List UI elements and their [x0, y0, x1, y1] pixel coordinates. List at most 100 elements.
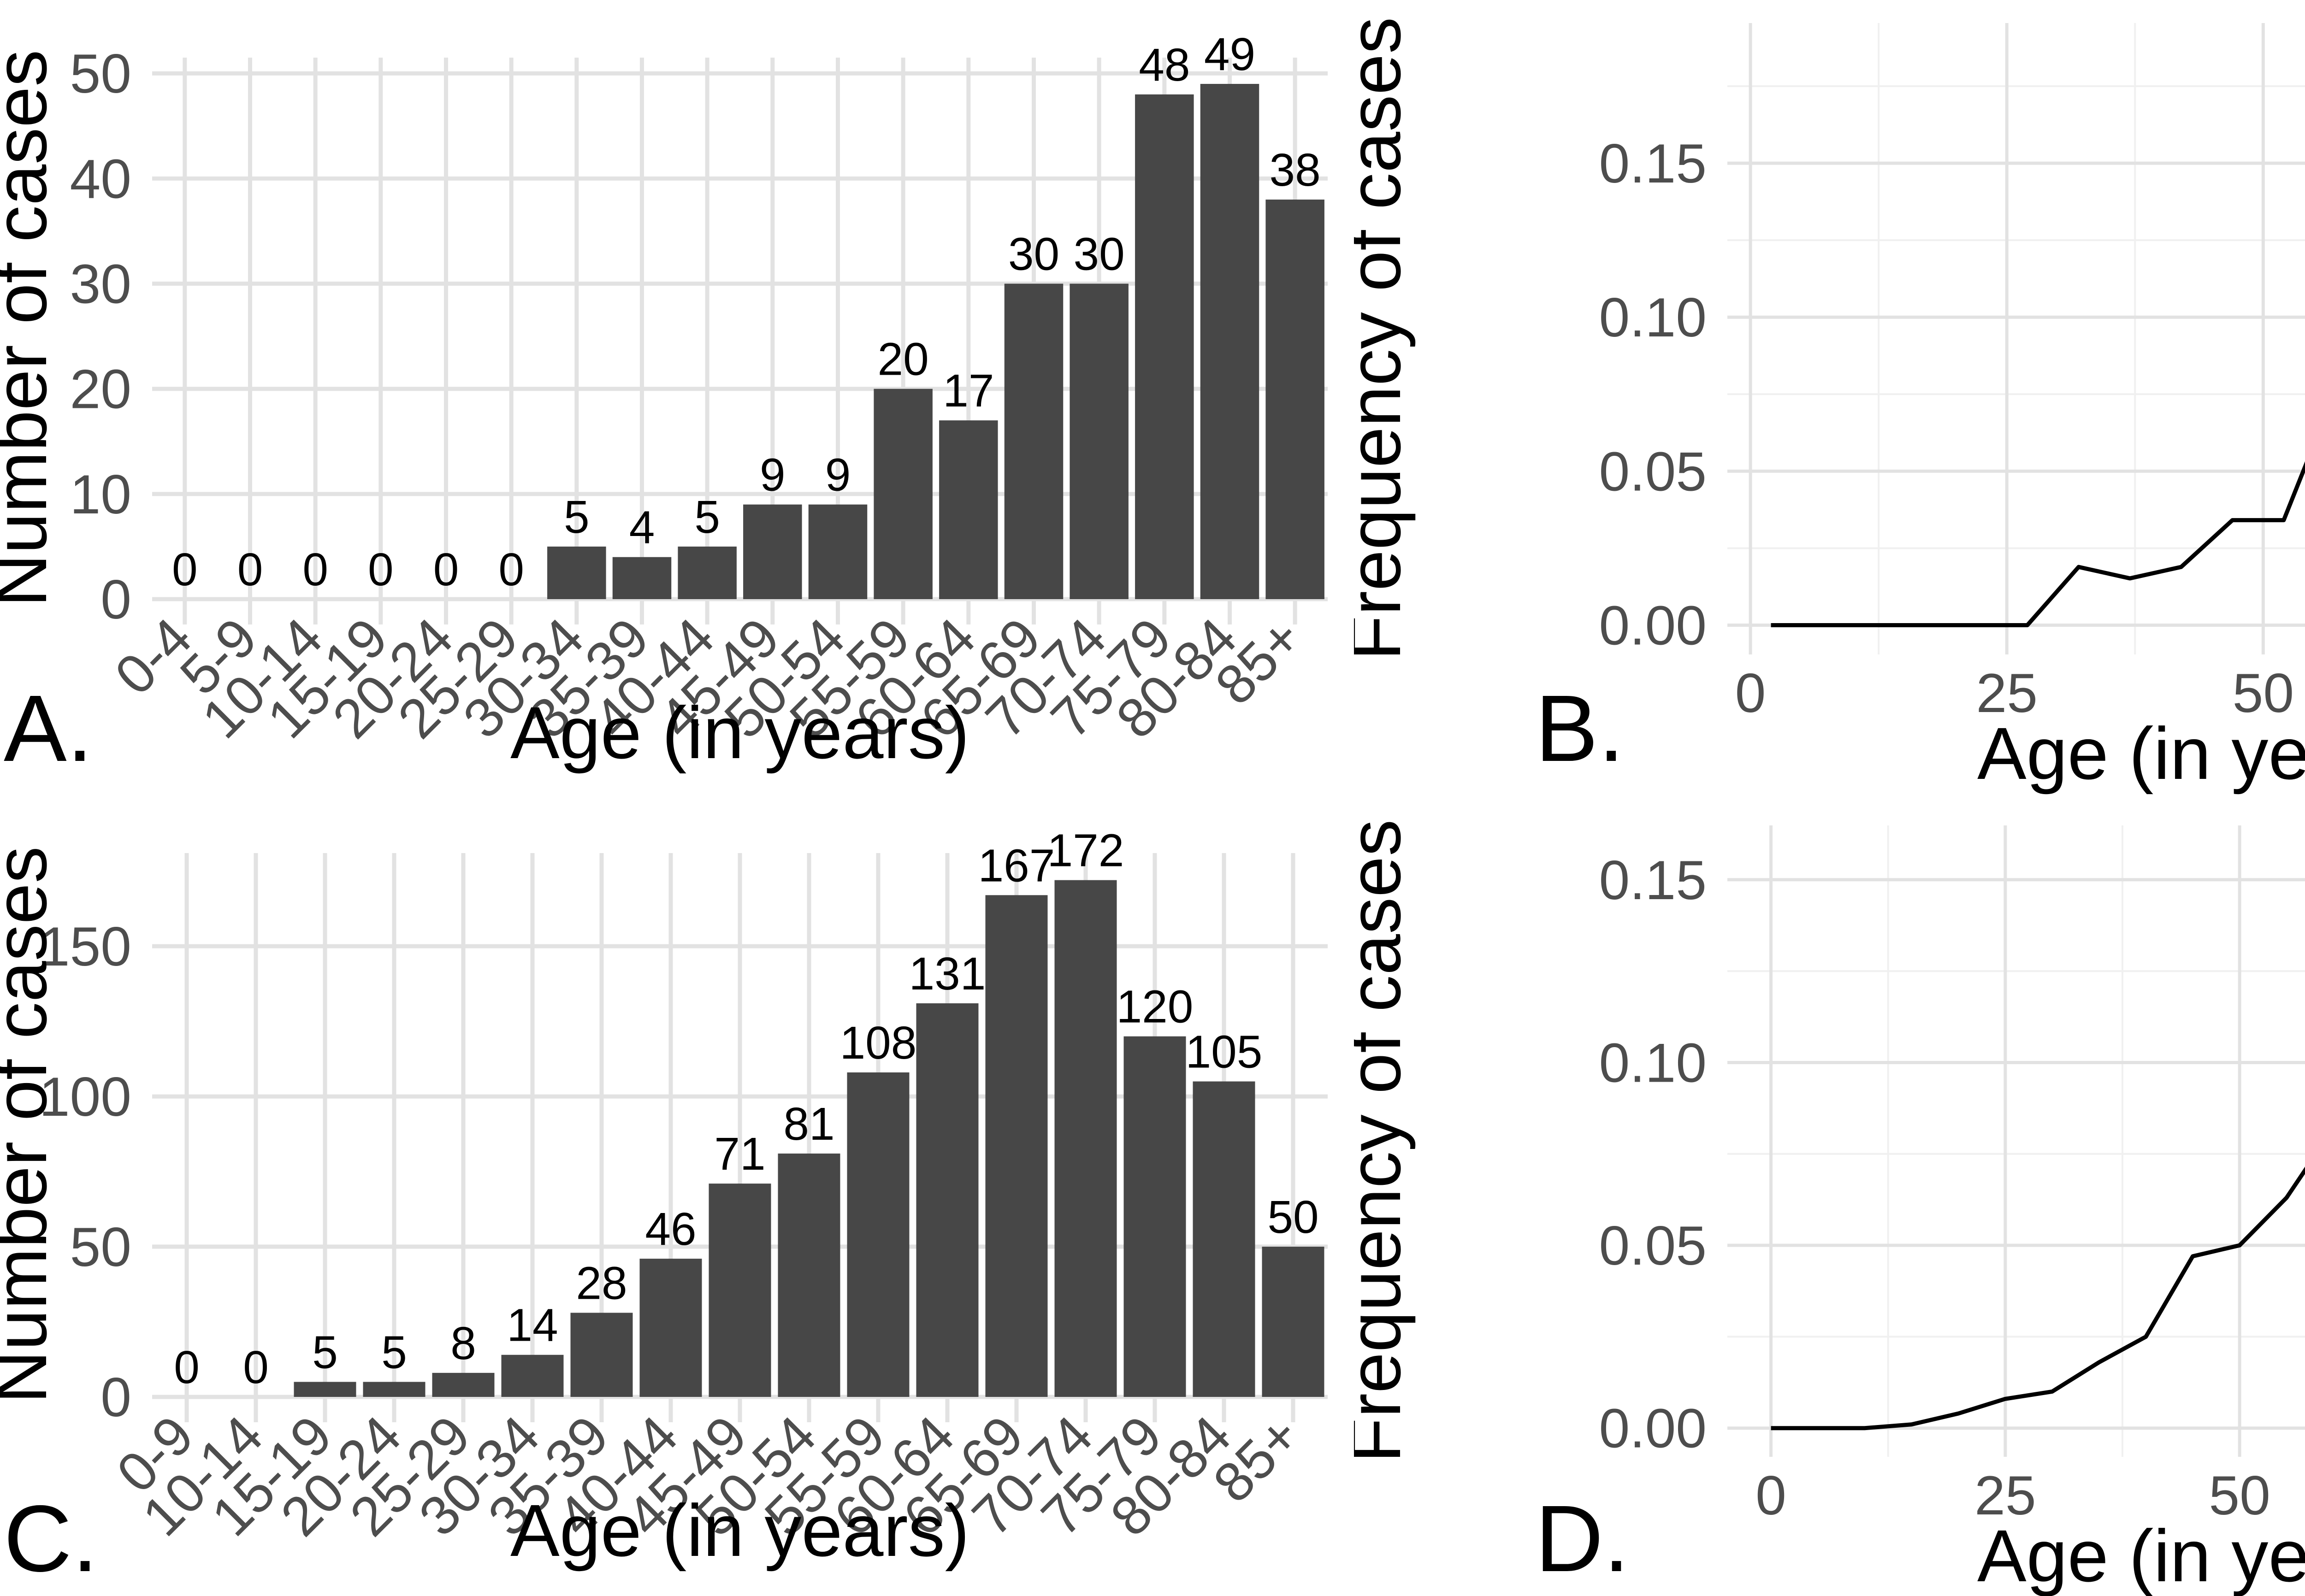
- bar-value-label: 0: [237, 544, 263, 595]
- bar-value-label: 105: [1186, 1026, 1263, 1078]
- bar-value-label: 120: [1117, 981, 1194, 1033]
- x-tick-label: 50: [2233, 662, 2294, 724]
- y-tick-label: 0.00: [1599, 1398, 1707, 1460]
- bar: [1262, 1247, 1324, 1397]
- bar: [612, 557, 672, 599]
- bar-value-label: 9: [825, 449, 851, 501]
- bar: [916, 1003, 979, 1397]
- bar-value-label: 9: [760, 449, 786, 501]
- bar: [363, 1382, 426, 1397]
- bar-value-label: 0: [243, 1342, 269, 1393]
- bar-value-label: 5: [694, 491, 720, 543]
- bar-value-label: 38: [1270, 144, 1321, 196]
- bar-value-label: 50: [1267, 1191, 1318, 1243]
- x-tick-label: 0: [1735, 662, 1766, 724]
- bar: [808, 504, 868, 599]
- panel-a-label: A.: [4, 676, 93, 781]
- y-axis-title: Frequency of cases: [1354, 819, 1416, 1463]
- bar-value-label: 0: [498, 544, 524, 595]
- y-tick-label: 0.05: [1599, 441, 1707, 502]
- y-tick-label: 0: [100, 569, 131, 630]
- y-tick-label: 0.10: [1599, 1032, 1707, 1094]
- bar: [874, 389, 933, 599]
- bar: [678, 546, 737, 599]
- bar-value-label: 172: [1047, 825, 1124, 877]
- bar-value-label: 0: [174, 1342, 200, 1393]
- bar-value-label: 20: [878, 334, 929, 385]
- bar-value-label: 0: [368, 544, 394, 595]
- y-tick-label: 150: [39, 916, 131, 978]
- bar-value-label: 46: [645, 1203, 696, 1255]
- bar-value-label: 5: [381, 1326, 407, 1378]
- y-tick-label: 20: [70, 359, 131, 420]
- bar: [501, 1355, 564, 1397]
- bar-value-label: 0: [433, 544, 459, 595]
- bar: [432, 1372, 495, 1397]
- y-tick-label: 50: [70, 43, 131, 105]
- x-tick-label: 85+: [1202, 1404, 1312, 1514]
- bar-value-label: 0: [172, 544, 198, 595]
- bar-value-label: 108: [840, 1017, 917, 1069]
- x-axis-title: Age (in years): [1977, 712, 2305, 795]
- bar: [778, 1153, 840, 1397]
- bar: [570, 1313, 633, 1397]
- bar: [639, 1259, 702, 1397]
- bar: [847, 1072, 910, 1397]
- bar-value-label: 5: [564, 491, 590, 543]
- y-tick-label: 0.15: [1599, 849, 1707, 911]
- y-tick-label: 30: [70, 253, 131, 315]
- bar: [1123, 1036, 1186, 1397]
- bar: [1200, 84, 1259, 600]
- bar: [1004, 283, 1064, 599]
- bar: [743, 504, 802, 599]
- bar: [1070, 283, 1129, 599]
- y-axis-title: Frequency of cases: [1354, 17, 1416, 660]
- panel-a: 0 10 20 30 40 50 0 0 0 0 0 0 5 4 5 9 9 20 17 30 30 48 49 38 0-4 5…: [0, 0, 1354, 798]
- bar-value-label: 4: [629, 502, 655, 554]
- x-tick-label: 50: [2209, 1465, 2270, 1526]
- bar: [1135, 94, 1194, 599]
- y-tick-label: 50: [70, 1216, 131, 1278]
- bar-value-label: 131: [909, 948, 986, 1000]
- y-tick-label: 0: [100, 1366, 131, 1428]
- y-tick-label: 0.05: [1599, 1215, 1707, 1277]
- x-axis-title: Age (in years): [510, 691, 969, 774]
- y-tick-label: 0.15: [1599, 133, 1707, 194]
- frequency-line: [1771, 461, 2305, 628]
- bar-value-label: 28: [576, 1257, 627, 1309]
- x-tick-label: 25: [1976, 662, 2037, 724]
- bar: [547, 546, 606, 599]
- bar-value-label: 48: [1139, 39, 1190, 91]
- bar: [709, 1184, 771, 1397]
- bar: [294, 1382, 356, 1397]
- panel-b-label: B.: [1535, 676, 1625, 781]
- y-tick-label: 0.00: [1599, 595, 1707, 657]
- bar-value-label: 30: [1074, 229, 1125, 280]
- bar-value-label: 17: [943, 365, 994, 417]
- x-axis-title: Age (in years): [510, 1489, 969, 1572]
- bar-value-label: 49: [1204, 29, 1255, 80]
- bar-value-label: 5: [312, 1326, 338, 1378]
- bar: [1265, 200, 1324, 599]
- y-tick-label: 10: [70, 464, 131, 525]
- bar-value-label: 71: [714, 1128, 765, 1180]
- panel-c: 0 50 100 150 0 0 5 5 8 14 28 46 71 81 108 131 167 172 120 1…: [0, 798, 1354, 1596]
- panel-c-label: C.: [4, 1486, 98, 1591]
- x-axis-title: Age (in years): [1977, 1514, 2305, 1596]
- bar: [1054, 880, 1117, 1397]
- bar-value-label: 167: [978, 840, 1055, 891]
- y-axis-title: Number of cases: [0, 846, 62, 1403]
- y-tick-label: 40: [70, 148, 131, 210]
- y-tick-label: 0.10: [1599, 287, 1707, 348]
- bar: [1193, 1081, 1255, 1397]
- bar-value-label: 0: [302, 544, 328, 595]
- bar: [939, 420, 998, 599]
- bar-value-label: 8: [450, 1318, 476, 1369]
